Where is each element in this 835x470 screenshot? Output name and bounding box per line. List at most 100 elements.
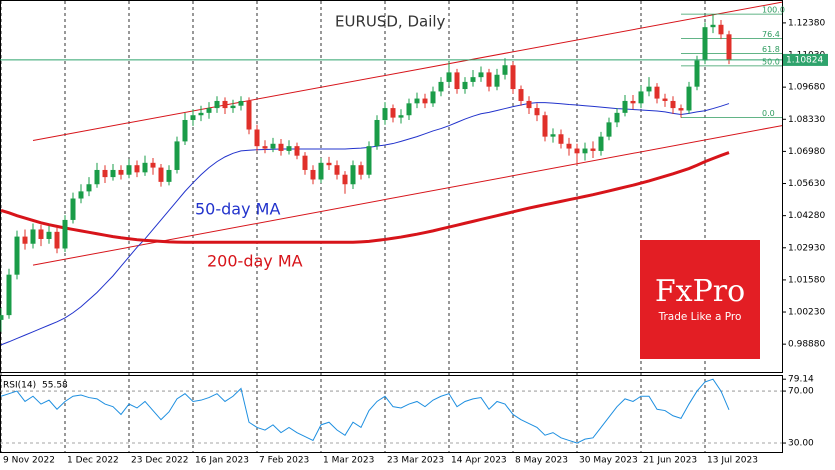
- fib-label: 76.4: [762, 30, 780, 39]
- candle-body: [222, 100, 228, 109]
- candle-body: [230, 105, 236, 109]
- candle-body: [534, 108, 540, 116]
- y-tick-label: 0.98880: [788, 340, 825, 350]
- candle-body: [30, 229, 36, 244]
- candle-body: [590, 148, 596, 151]
- candle-body: [430, 91, 436, 104]
- candle-body: [710, 24, 716, 28]
- candle-body: [0, 315, 4, 320]
- candle-body: [702, 27, 708, 61]
- candle-body: [446, 72, 452, 82]
- candle-body: [374, 119, 380, 147]
- current-price-box: [783, 53, 828, 66]
- rsi-tick-label: 79.14: [788, 375, 814, 385]
- series-label: 200-day MA: [207, 252, 303, 271]
- candle-body: [366, 146, 372, 175]
- candle-body: [462, 81, 468, 90]
- candle-body: [166, 169, 172, 182]
- logo-brand: FxPro: [655, 274, 745, 309]
- y-tick-label: 1.06980: [788, 147, 825, 157]
- y-tick-label: 1.12380: [788, 18, 825, 28]
- y-tick-label: 1.09680: [788, 83, 825, 93]
- fib-label: 100.0: [762, 6, 785, 15]
- candle-body: [46, 231, 52, 239]
- x-tick-label: 13 Jul 2023: [707, 456, 758, 466]
- candle-body: [382, 108, 388, 120]
- x-tick-label: 1 Mar 2023: [323, 456, 374, 466]
- candle-body: [182, 119, 188, 142]
- candle-body: [14, 236, 20, 275]
- candle-body: [262, 146, 268, 149]
- y-tick-label: 1.08330: [788, 115, 825, 125]
- candle-body: [686, 86, 692, 111]
- candle-body: [638, 91, 644, 104]
- y-tick-label: 1.02930: [788, 243, 825, 253]
- rsi-tick-label: 30.00: [788, 439, 814, 449]
- candle-body: [526, 100, 532, 109]
- candle-body: [150, 162, 156, 168]
- candle-body: [622, 100, 628, 113]
- x-tick-label: 8 May 2023: [515, 456, 568, 466]
- candle-body: [278, 143, 284, 151]
- candle-body: [502, 65, 508, 75]
- logo-box: [640, 240, 760, 359]
- current-price-label: 1.10824: [786, 55, 823, 65]
- candle-body: [134, 165, 140, 173]
- candle-body: [598, 136, 604, 151]
- candle-body: [118, 169, 124, 175]
- candle-body: [694, 60, 700, 87]
- candle-body: [358, 165, 364, 175]
- candle-body: [110, 169, 116, 178]
- candle-body: [102, 169, 108, 178]
- candle-body: [478, 72, 484, 78]
- logo-tagline: Trade Like a Pro: [658, 311, 742, 323]
- candle-body: [326, 162, 332, 166]
- candle-body: [494, 74, 500, 87]
- candle-body: [414, 98, 420, 104]
- y-tick-label: 1.04280: [788, 211, 825, 221]
- candle-body: [22, 236, 28, 244]
- y-tick-label: 1.01580: [788, 275, 825, 285]
- candle-body: [54, 231, 60, 249]
- candle-body: [678, 108, 684, 111]
- candle-body: [542, 115, 548, 137]
- chart-title: EURUSD, Daily: [335, 13, 446, 31]
- candle-body: [654, 86, 660, 99]
- candle-body: [174, 141, 180, 170]
- candle-body: [518, 89, 524, 101]
- x-tick-label: 21 Jun 2023: [643, 456, 697, 466]
- ma-line: [0, 151, 730, 244]
- candle-body: [510, 65, 516, 90]
- candle-body: [574, 148, 580, 154]
- fib-label: 0.0: [762, 109, 775, 118]
- candle-body: [334, 165, 340, 175]
- fib-label: 61.8: [762, 45, 780, 54]
- ma-line: [0, 102, 730, 346]
- candle-body: [398, 115, 404, 118]
- x-tick-label: 30 May 2023: [579, 456, 638, 466]
- candle-body: [670, 100, 676, 109]
- x-tick-label: 14 Apr 2023: [451, 456, 507, 466]
- candle-body: [350, 165, 356, 185]
- candle-body: [198, 112, 204, 116]
- y-tick-label: 1.00230: [788, 308, 825, 318]
- candle-body: [342, 174, 348, 185]
- candle-body: [286, 146, 292, 151]
- candle-body: [270, 143, 276, 149]
- x-tick-label: 1 Dec 2022: [67, 456, 119, 466]
- candle-body: [158, 167, 164, 182]
- candle-body: [390, 108, 396, 118]
- x-tick-label: 23 Mar 2023: [387, 456, 444, 466]
- candle-body: [238, 100, 244, 106]
- x-tick-label: 23 Dec 2022: [131, 456, 189, 466]
- candle-body: [142, 162, 148, 173]
- candle-body: [206, 108, 212, 113]
- x-tick-label: 16 Jan 2023: [195, 456, 249, 466]
- candle-body: [486, 72, 492, 87]
- candle-body: [190, 115, 196, 120]
- rsi-tick-label: 70.00: [788, 387, 814, 397]
- candle-body: [70, 198, 76, 220]
- candle-body: [246, 100, 252, 130]
- candle-body: [6, 274, 12, 316]
- candle-body: [470, 77, 476, 82]
